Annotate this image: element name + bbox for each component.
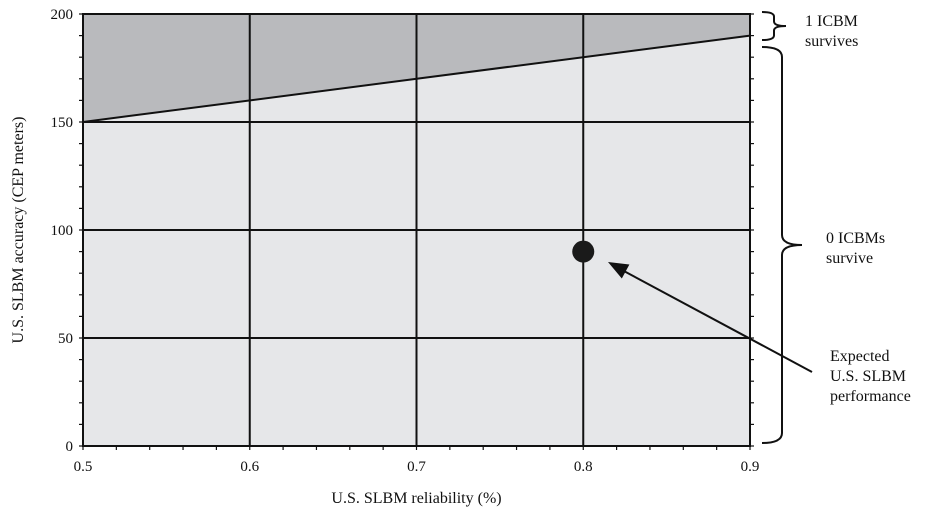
brace-0-icbms bbox=[761, 46, 803, 444]
annotation-line: 0 ICBMs bbox=[826, 230, 885, 247]
annotation-1-icbm-survives: 1 ICBM survives bbox=[805, 13, 858, 50]
x-tick-label: 0.8 bbox=[574, 459, 593, 475]
y-tick-label: 200 bbox=[51, 7, 74, 23]
pointer-arrow bbox=[621, 269, 813, 373]
y-tick-label: 50 bbox=[58, 331, 73, 347]
x-tick-label: 0.9 bbox=[741, 459, 760, 475]
pointer-arrow-head bbox=[608, 262, 630, 279]
annotation-line: survive bbox=[826, 250, 873, 267]
boundary-line bbox=[82, 34, 751, 123]
y-tick-labels: 0 50 100 150 200 bbox=[51, 7, 74, 455]
plot-frame bbox=[82, 13, 751, 447]
annotation-0-icbms-survive: 0 ICBMs survive bbox=[826, 230, 885, 267]
x-tick-label: 0.7 bbox=[407, 459, 426, 475]
annotation-line: U.S. SLBM bbox=[830, 368, 906, 385]
y-tick-label: 100 bbox=[51, 223, 74, 239]
expected-performance-point bbox=[572, 240, 595, 263]
annotation-line: survives bbox=[805, 33, 858, 50]
x-tick-labels: 0.5 0.6 0.7 0.8 0.9 bbox=[74, 459, 760, 475]
annotation-line: performance bbox=[830, 388, 911, 405]
x-axis-label: U.S. SLBM reliability (%) bbox=[331, 490, 501, 507]
y-axis-label: U.S. SLBM accuracy (CEP meters) bbox=[10, 117, 27, 344]
annotation-line: 1 ICBM bbox=[805, 13, 858, 30]
y-tick-label: 150 bbox=[51, 115, 74, 131]
annotation-expected-performance: Expected U.S. SLBM performance bbox=[830, 348, 911, 405]
x-tick-label: 0.5 bbox=[74, 459, 93, 475]
annotation-line: Expected bbox=[830, 348, 890, 365]
brace-1-icbm bbox=[761, 11, 787, 41]
x-tick-label: 0.6 bbox=[240, 459, 259, 475]
y-tick-label: 0 bbox=[66, 439, 74, 455]
